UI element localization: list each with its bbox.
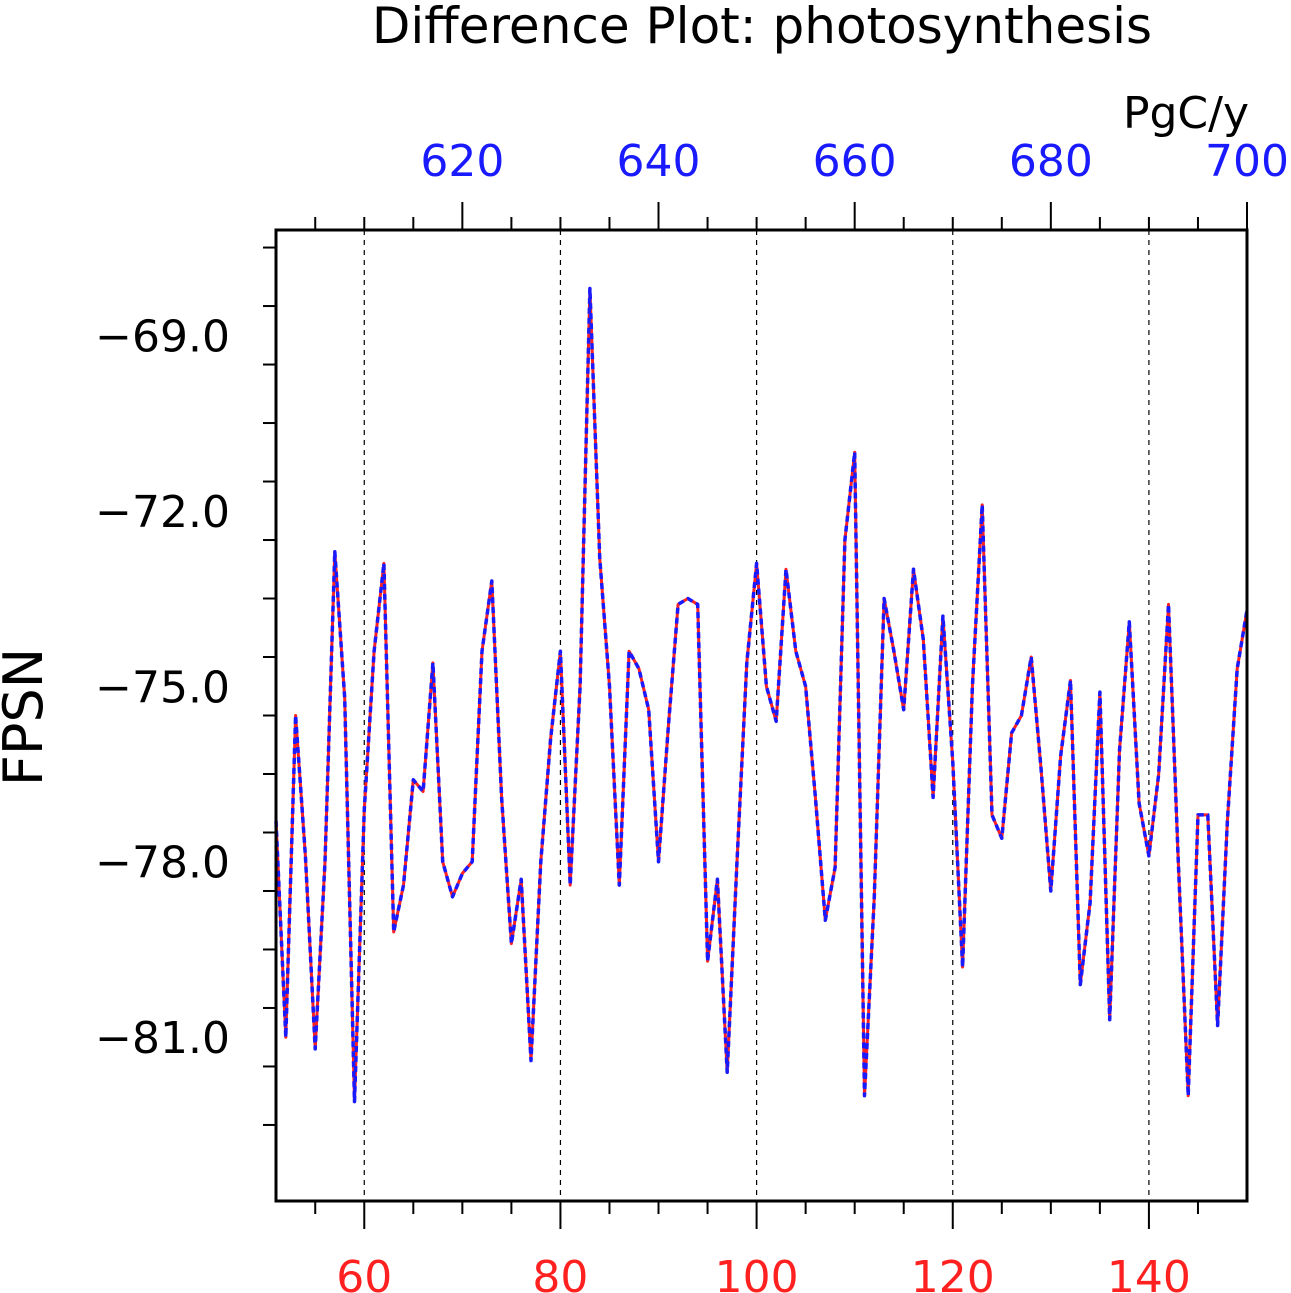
axis-ticks <box>263 202 1248 1229</box>
x-tick-label: 80 <box>532 1252 588 1293</box>
x-tick-label: 100 <box>715 1252 799 1293</box>
plot-frame <box>274 228 1249 1203</box>
x-tick-label: 60 <box>336 1252 392 1293</box>
top-tick-label: 680 <box>1009 136 1093 187</box>
x-tick-label: 120 <box>911 1252 995 1293</box>
top-tick-label: 700 <box>1205 136 1289 187</box>
y-tick-label: −72.0 <box>95 487 230 538</box>
grid-lines <box>363 230 1150 1201</box>
y-tick-label: −69.0 <box>95 311 230 362</box>
y-axis-label: FPSN <box>0 648 55 786</box>
top-tick-label: 620 <box>420 136 504 187</box>
x-tick-label: 140 <box>1107 1252 1191 1293</box>
top-tick-label: 640 <box>617 136 701 187</box>
y-tick-label: −81.0 <box>95 1013 230 1064</box>
y-tick-label: −78.0 <box>95 838 230 889</box>
units-label: PgC/y <box>1123 88 1249 139</box>
y-tick-label: −75.0 <box>95 662 230 713</box>
top-tick-label: 660 <box>813 136 897 187</box>
series-lines <box>274 286 1249 1104</box>
chart-title: Difference Plot: photosynthesis <box>372 0 1152 55</box>
series-line-b <box>274 286 1249 1104</box>
tick-labels: 60 80 100 120 140 620 640 660 680 700 −69.0 −72.0 −7… <box>95 136 1289 1293</box>
